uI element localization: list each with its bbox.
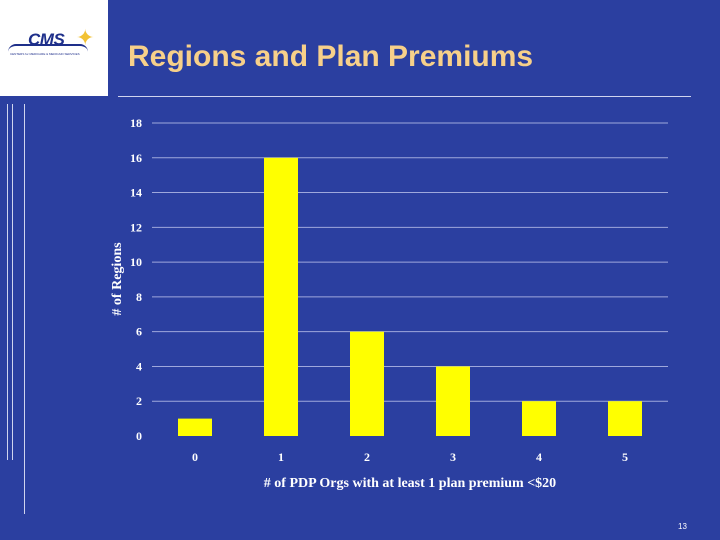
x-tick-label: 0 [192,450,198,464]
y-tick-label: 16 [130,151,142,165]
y-tick-label: 6 [136,325,142,339]
title-divider [118,96,691,97]
slide-title: Regions and Plan Premiums [128,40,534,73]
bar [350,331,384,436]
cms-logo: CMS ✦ CENTERS for MEDICARE & MEDICAID SE… [0,0,108,96]
y-axis-label: # of Regions [110,242,125,316]
y-tick-label: 14 [130,186,142,200]
gridlines [152,122,668,402]
y-tick-label: 0 [136,429,142,443]
x-tick-label: 5 [622,450,628,464]
y-tick-label: 12 [130,220,142,234]
y-tick-label: 10 [130,255,142,269]
cms-logo-subtext: CENTERS for MEDICARE & MEDICAID SERVICES [10,52,80,56]
bars [178,157,642,436]
y-tick-label: 4 [136,359,142,373]
x-tick-label: 1 [278,450,284,464]
x-axis-label: # of PDP Orgs with at least 1 plan premi… [264,476,556,491]
x-tick-label: 2 [364,450,370,464]
bar [608,401,642,436]
x-tick-label: 3 [450,450,456,464]
left-divider-line [7,104,8,460]
bar [178,418,212,436]
bar [436,366,470,436]
bar [264,157,298,436]
left-divider-line [24,104,25,514]
bar [522,401,556,436]
x-tick-label: 4 [536,450,542,464]
left-divider-line [12,104,13,460]
page-number: 13 [678,522,687,531]
logo-swoosh [8,44,88,52]
y-tick-label: 18 [130,116,142,130]
x-axis-ticks: 0 1 2 3 4 5 [192,450,628,464]
y-tick-label: 8 [136,290,142,304]
y-axis-ticks: 0 2 4 6 8 10 12 14 16 18 [130,116,142,443]
y-tick-label: 2 [136,394,142,408]
